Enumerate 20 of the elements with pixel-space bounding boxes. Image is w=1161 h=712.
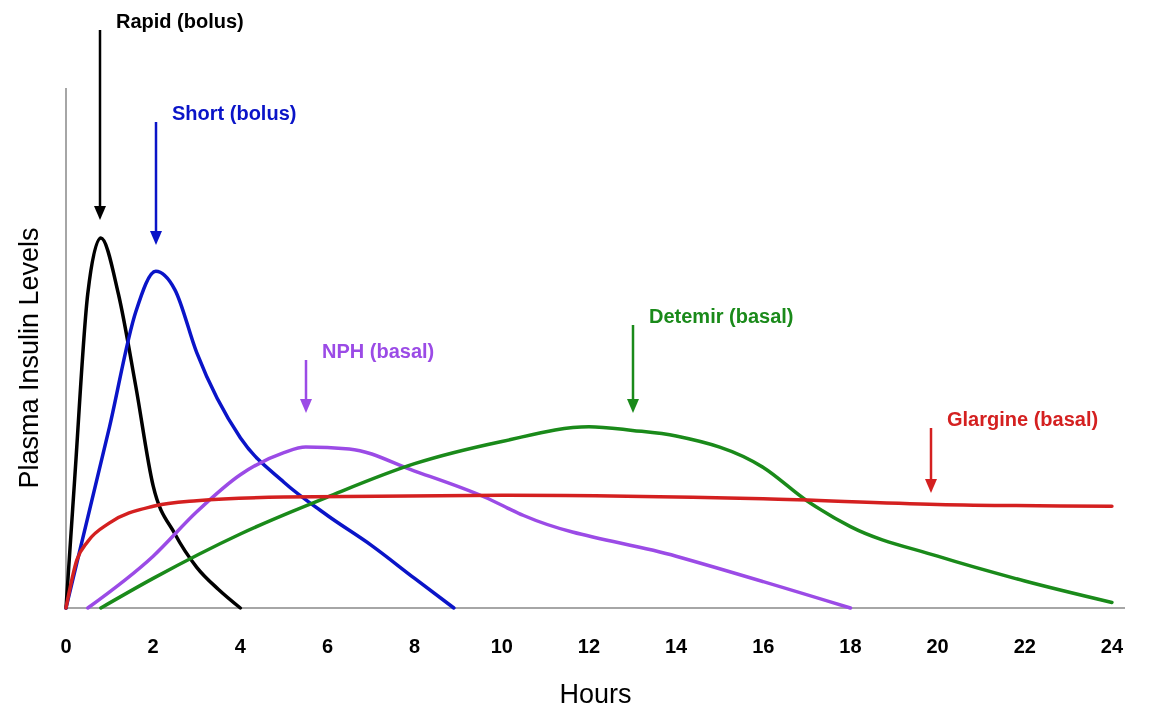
- x-tick-label: 10: [490, 635, 513, 657]
- text: Rapid (bolus): [116, 10, 244, 32]
- text: NPH (basal): [322, 340, 435, 362]
- x-tick-label: 20: [926, 635, 949, 657]
- text: Detemir (basal): [649, 305, 794, 327]
- x-axis-title: Hours: [559, 679, 632, 709]
- x-tick-label: 18: [839, 635, 862, 657]
- x-tick-label: 24: [1100, 635, 1124, 657]
- x-tick-label: 4: [234, 635, 247, 657]
- x-tick-label: 22: [1013, 635, 1036, 657]
- x-tick-label: 8: [409, 635, 421, 657]
- x-tick-label: 16: [752, 635, 775, 657]
- x-tick-label: 2: [147, 635, 159, 657]
- y-axis-title: Plasma Insulin Levels: [14, 227, 44, 489]
- text: Glargine (basal): [947, 408, 1099, 430]
- x-tick-label: 14: [665, 635, 689, 657]
- x-tick-label: 6: [321, 635, 334, 657]
- x-tick-label: 12: [577, 635, 601, 657]
- x-tick-label: 0: [60, 635, 72, 657]
- text: Short (bolus): [172, 102, 297, 124]
